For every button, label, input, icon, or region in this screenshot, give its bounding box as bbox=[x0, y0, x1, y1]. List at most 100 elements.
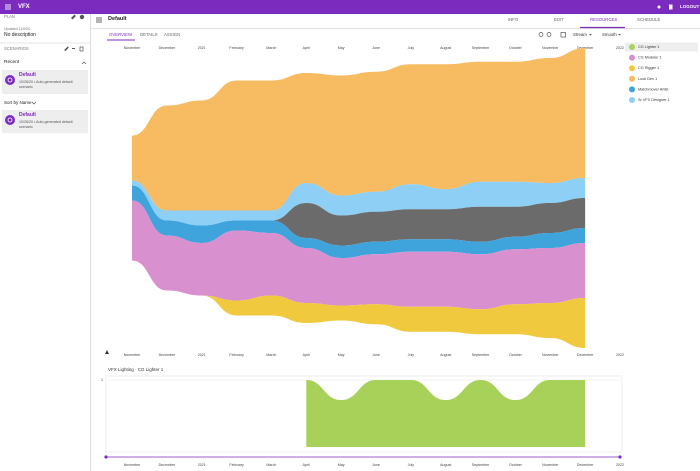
star-icon[interactable] bbox=[657, 5, 661, 9]
x-tick-label: June bbox=[372, 46, 380, 50]
x-tick-label: September bbox=[472, 353, 490, 357]
doc-icon[interactable] bbox=[669, 4, 673, 10]
legend-swatch bbox=[629, 44, 635, 50]
scenario-icon bbox=[5, 115, 15, 125]
legend-label[interactable]: CG Lighter 1 bbox=[638, 45, 660, 49]
detail-panel bbox=[105, 375, 623, 453]
stream-layer bbox=[132, 200, 586, 310]
x-tick-label: March bbox=[266, 46, 276, 50]
legend-label[interactable]: CG Rigger 1 bbox=[638, 66, 659, 70]
x-tick-label: August bbox=[440, 353, 451, 357]
legend-highlight bbox=[625, 42, 698, 52]
x-tick-label: February bbox=[229, 353, 244, 357]
chevron[interactable] bbox=[81, 61, 87, 65]
subtab[interactable]: ASSIGN bbox=[164, 32, 181, 37]
scenario-card[interactable] bbox=[2, 110, 88, 133]
scenario-icon-inner bbox=[7, 117, 13, 123]
x-tick-label: November bbox=[124, 463, 141, 467]
scenario-icon-inner bbox=[7, 77, 13, 83]
scenario-icon bbox=[5, 75, 15, 85]
app-title: VFX bbox=[18, 4, 30, 10]
scroll-marker[interactable] bbox=[105, 350, 109, 354]
scenario-card[interactable] bbox=[2, 70, 88, 94]
plan-icons[interactable] bbox=[71, 14, 85, 20]
plan-label: PLAN bbox=[4, 14, 15, 19]
x-tick-label: October bbox=[509, 353, 523, 357]
x-tick-label: October bbox=[509, 463, 523, 467]
dropdown-caret[interactable] bbox=[618, 34, 621, 36]
x-tick-label: May bbox=[338, 46, 345, 50]
tab[interactable]: EDIT bbox=[554, 17, 564, 22]
x-tick-label: July bbox=[408, 353, 415, 357]
x-tick-label: 2022 bbox=[616, 353, 624, 357]
recent-label[interactable]: Recent bbox=[4, 60, 20, 65]
tab[interactable]: INFO bbox=[508, 17, 519, 22]
tab[interactable]: RESOURCES bbox=[590, 17, 618, 22]
x-tick-label: June bbox=[372, 353, 380, 357]
toolbar-icons[interactable] bbox=[538, 32, 566, 38]
legend-swatch bbox=[629, 54, 635, 61]
slider-handle[interactable] bbox=[618, 455, 622, 459]
legend-label[interactable]: Look Dev 1 bbox=[638, 77, 657, 81]
scenario-meta: 10/26/20 • Auto-generated default scenar… bbox=[19, 120, 73, 129]
logout-button[interactable]: LOGOUT bbox=[680, 4, 700, 9]
sort-caret[interactable] bbox=[31, 101, 37, 105]
stream-layer bbox=[132, 48, 586, 211]
legend-swatch bbox=[629, 65, 635, 72]
x-tick-label: 2021 bbox=[198, 46, 206, 50]
x-tick-label: 2021 bbox=[198, 463, 206, 467]
x-tick-label: April bbox=[303, 353, 310, 357]
updated-text: Updated 11/9/20 bbox=[4, 27, 31, 31]
x-tick-label: August bbox=[440, 46, 451, 50]
x-tick-label: February bbox=[229, 463, 244, 467]
sort-label[interactable]: Sort by Name bbox=[4, 100, 32, 105]
x-tick-label: November bbox=[124, 46, 141, 50]
scenario-name[interactable]: Default bbox=[19, 72, 36, 78]
x-tick-label: August bbox=[440, 463, 451, 467]
scenario-name[interactable]: Default bbox=[19, 112, 36, 118]
x-tick-label: November bbox=[124, 353, 141, 357]
subtab[interactable]: DETAILS bbox=[140, 32, 158, 37]
x-tick-label: December bbox=[577, 353, 594, 357]
legend-label[interactable]: Matchmover Artist bbox=[638, 87, 669, 91]
scenarios-label: SCENARIOS bbox=[4, 46, 29, 51]
legend-swatch bbox=[629, 86, 635, 93]
x-tick-label: July bbox=[408, 463, 415, 467]
legend-label[interactable]: Sr VFX Designer 1 bbox=[638, 98, 670, 102]
menu-icon[interactable] bbox=[5, 4, 11, 10]
x-tick-label: November bbox=[542, 463, 559, 467]
view-dropdown[interactable]: Stream bbox=[573, 32, 587, 37]
x-tick-label: April bbox=[303, 463, 310, 467]
legend-label[interactable]: CG Modeler 1 bbox=[638, 56, 662, 60]
x-tick-label: March bbox=[266, 463, 276, 467]
x-tick-label: June bbox=[372, 463, 380, 467]
area bbox=[306, 380, 586, 447]
top-bar bbox=[0, 0, 700, 14]
x-tick-label: March bbox=[266, 353, 276, 357]
x-tick-label: December bbox=[159, 353, 176, 357]
curve-dropdown[interactable]: Smooth bbox=[602, 32, 617, 37]
x-tick-label: November bbox=[542, 46, 559, 50]
x-tick-label: December bbox=[577, 46, 594, 50]
x-tick-label: October bbox=[509, 46, 523, 50]
x-tick-label: February bbox=[229, 46, 244, 50]
x-tick-label: September bbox=[472, 463, 490, 467]
x-tick-label: 2021 bbox=[198, 353, 206, 357]
x-tick-label: December bbox=[159, 463, 176, 467]
x-tick-label: April bbox=[303, 46, 310, 50]
scenario-meta: 10/26/20 • Auto-generated default scenar… bbox=[19, 80, 73, 89]
main-menu-icon[interactable] bbox=[96, 17, 102, 23]
tab[interactable]: SCHEDULE bbox=[637, 17, 661, 22]
x-tick-label: May bbox=[338, 353, 345, 357]
x-tick-label: December bbox=[577, 463, 594, 467]
slider-handle[interactable] bbox=[104, 455, 108, 459]
scenario-icons[interactable] bbox=[64, 46, 84, 52]
stream-layer bbox=[132, 178, 586, 226]
subtab[interactable]: OVERVIEW bbox=[109, 32, 133, 37]
x-tick-label: November bbox=[542, 353, 559, 357]
x-tick-label: 2022 bbox=[616, 463, 624, 467]
page-title: Default bbox=[108, 16, 127, 22]
dropdown-caret[interactable] bbox=[589, 34, 592, 36]
